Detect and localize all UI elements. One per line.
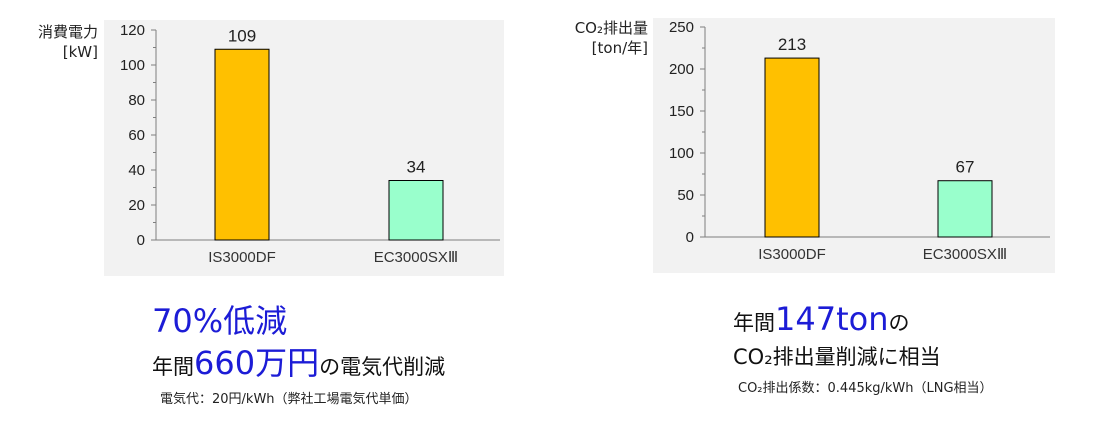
co2-equivalent-line: CO₂排出量削減に相当 <box>733 345 941 369</box>
chart2-ytick-label: 200 <box>669 61 694 78</box>
chart2-ytick-label: 150 <box>669 103 694 120</box>
annual-cost-saving: 年間660万円の電気代削減 <box>152 338 445 384</box>
chart1-data-label-1: 109 <box>228 26 256 45</box>
annual-co2-reduction: 年間147tonの <box>733 300 909 338</box>
chart2-ylabel-line1: CO₂排出量 <box>574 19 648 37</box>
chart2-data-label-1: 213 <box>778 35 806 54</box>
annual-cost-post: の電気代削減 <box>319 355 446 379</box>
chart1-ylabel: 消費電力 [kW] <box>10 22 98 62</box>
annual-cost-amount: 660万円 <box>194 344 320 382</box>
chart1-ylabel-line1: 消費電力 <box>37 23 98 41</box>
annual-co2-pre: 年間 <box>733 311 775 335</box>
chart1-ytick-label: 80 <box>128 92 145 109</box>
chart2-ytick-label: 50 <box>677 187 694 204</box>
chart2-category-label-2: EC3000SXⅢ <box>923 246 1008 263</box>
annual-cost-pre: 年間 <box>152 355 194 379</box>
chart1-category-label-1: IS3000DF <box>208 249 276 266</box>
chart2-data-label-2: 67 <box>956 158 975 177</box>
chart2-bar-1 <box>764 57 820 238</box>
co2-factor-note: CO₂排出係数：0.445kg/kWh（LNG相当） <box>738 381 993 396</box>
chart1-ytick-label: 100 <box>120 57 145 74</box>
annual-co2-amount: 147ton <box>775 300 889 338</box>
chart1-ytick-label: 0 <box>137 232 145 249</box>
chart1-bar-1 <box>214 48 270 241</box>
chart2-ylabel: CO₂排出量 [ton/年] <box>548 18 648 58</box>
chart2-ytick-label: 100 <box>669 145 694 162</box>
chart2-ytick-label: 250 <box>669 19 694 36</box>
chart2-category-label-1: IS3000DF <box>758 246 826 263</box>
chart1-data-label-2: 34 <box>407 158 426 177</box>
electricity-rate-note: 電気代：20円/kWh（弊社工場電気代単価） <box>160 392 418 407</box>
chart1-ylabel-line2: [kW] <box>62 43 98 61</box>
chart2-ytick-label: 0 <box>686 229 694 246</box>
reduction-headline: 70%低減 <box>152 302 288 340</box>
chart1-ytick-label: 40 <box>128 162 145 179</box>
chart1-category-label-2: EC3000SXⅢ <box>374 249 459 266</box>
chart2-bar-2 <box>937 180 993 238</box>
chart1-ytick-label: 120 <box>120 22 145 39</box>
chart1-ytick-label: 20 <box>128 197 145 214</box>
chart1-bar-2 <box>388 180 444 241</box>
chart1-ytick-label: 60 <box>128 127 145 144</box>
annual-co2-post: の <box>888 311 910 335</box>
chart2-ylabel-line2: [ton/年] <box>591 39 648 57</box>
